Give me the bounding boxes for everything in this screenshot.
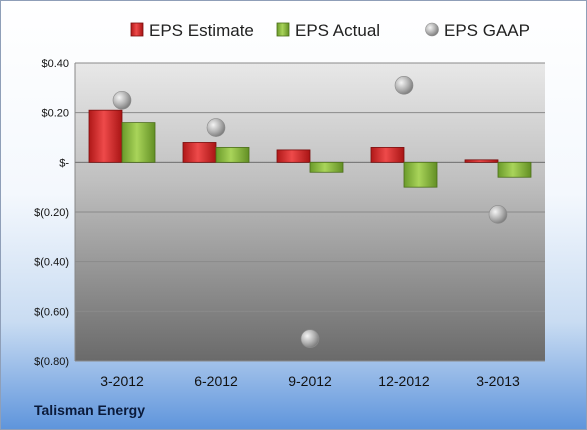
eps-estimate-bar-9-2012: [276, 149, 311, 163]
eps-estimate-bar-12-2012: [370, 147, 405, 163]
x-tick-label: 6-2012: [194, 373, 238, 389]
x-tick-label: 3-2013: [476, 373, 520, 389]
company-name: Talisman Energy: [34, 402, 146, 418]
eps-actual-bar-6-2012: [215, 147, 250, 163]
eps-gaap-marker-3-2013: [488, 205, 508, 224]
eps-estimate-bar-6-2012: [182, 142, 217, 163]
legend-swatch-eps-actual: [276, 22, 290, 37]
y-axis-ticks: $0.40 $0.20 $- $(0.20) $(0.40) $(0.60) $(0.80): [34, 58, 69, 368]
legend: EPS Estimate EPS Actual EPS GAAP: [130, 21, 530, 40]
legend-label-eps-estimate: EPS Estimate: [149, 21, 254, 40]
eps-estimate-bar-3-2012: [88, 109, 123, 163]
legend-swatch-eps-estimate: [130, 22, 144, 37]
eps-actual-bar-3-2013: [497, 161, 532, 178]
y-tick-label: $(0.40): [34, 257, 69, 269]
x-tick-label: 12-2012: [378, 373, 430, 389]
y-tick-label: $(0.60): [34, 306, 69, 318]
y-tick-label: $0.20: [41, 108, 69, 120]
eps-gaap-marker-9-2012: [300, 329, 320, 348]
x-tick-label: 3-2012: [100, 373, 144, 389]
eps-actual-bar-9-2012: [309, 161, 344, 173]
x-tick-label: 9-2012: [288, 373, 332, 389]
bars: [88, 109, 532, 188]
eps-gaap-marker-12-2012: [394, 76, 414, 95]
eps-actual-bar-12-2012: [403, 161, 438, 188]
legend-label-eps-actual: EPS Actual: [295, 21, 380, 40]
eps-actual-bar-3-2012: [121, 122, 156, 163]
y-tick-label: $(0.20): [34, 207, 69, 219]
legend-swatch-eps-gaap: [425, 22, 439, 37]
eps-gaap-marker-6-2012: [206, 118, 226, 137]
legend-label-eps-gaap: EPS GAAP: [444, 21, 530, 40]
y-tick-label: $-: [59, 157, 69, 169]
y-tick-label: $0.40: [41, 58, 69, 70]
eps-gaap-marker-3-2012: [112, 90, 132, 110]
y-tick-label: $(0.80): [34, 356, 69, 368]
gaap-markers: [112, 76, 508, 348]
eps-estimate-bar-3-2013: [464, 159, 499, 163]
x-axis-ticks: 3-2012 6-2012 9-2012 12-2012 3-2013: [100, 373, 520, 389]
